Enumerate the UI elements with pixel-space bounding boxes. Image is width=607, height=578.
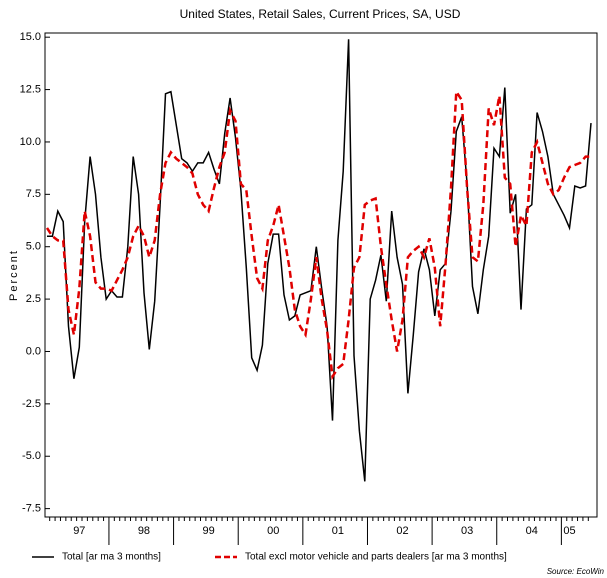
- y-tick-label: 12.5: [20, 83, 41, 95]
- chart-subtitle: United States, Retail Sales, Current Pri…: [180, 7, 461, 21]
- x-tick-label: 03: [461, 525, 473, 537]
- series-line: [47, 39, 592, 482]
- x-tick-label: 99: [202, 525, 214, 537]
- x-tick-label: 04: [526, 525, 538, 537]
- source: Source: EcoWin: [547, 567, 605, 576]
- legend-label: Total excl motor vehicle and parts deale…: [245, 552, 507, 563]
- plot-frame: [44, 32, 598, 518]
- x-tick-label: 97: [73, 525, 85, 537]
- y-tick-label: -5.0: [22, 450, 41, 462]
- y-tick-label: 5.0: [26, 241, 41, 253]
- y-tick-label: 15.0: [20, 31, 41, 43]
- y-tick-label: 10.0: [20, 136, 41, 148]
- x-tick-label: 98: [138, 525, 150, 537]
- x-tick-label: 00: [267, 525, 279, 537]
- y-tick-label: 7.5: [26, 188, 41, 200]
- y-axis-label: Percent: [8, 249, 20, 301]
- y-tick-label: 2.5: [26, 293, 41, 305]
- y-tick-label: 0.0: [26, 345, 41, 357]
- legend-label: Total [ar ma 3 months]: [62, 552, 161, 563]
- y-tick-label: -2.5: [22, 398, 41, 410]
- x-tick-label: 02: [396, 525, 408, 537]
- series-line: [45, 87, 591, 381]
- y-tick-label: -7.5: [22, 503, 41, 515]
- x-tick-label: 05: [563, 525, 575, 537]
- x-tick-label: 01: [332, 525, 344, 537]
